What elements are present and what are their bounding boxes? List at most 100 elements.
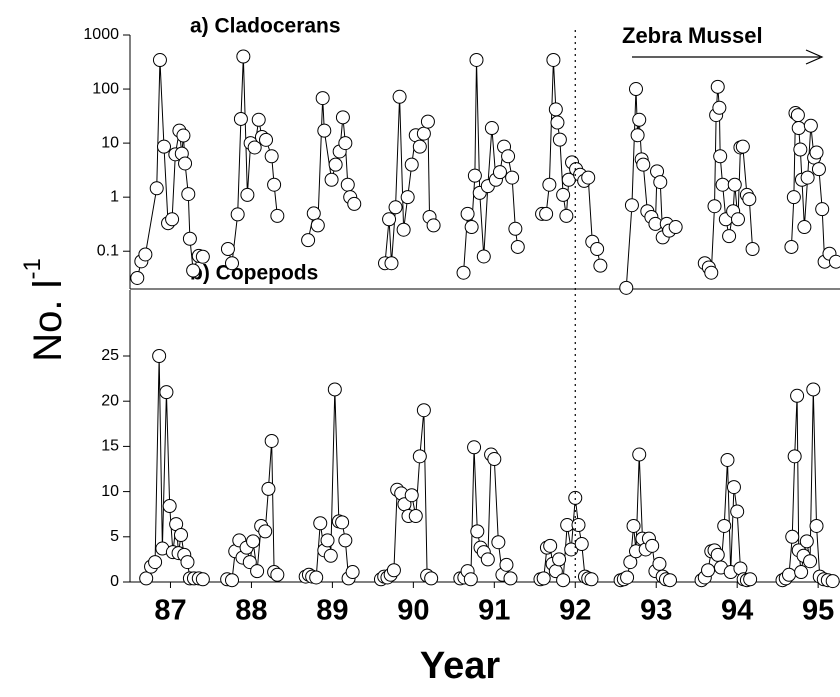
data-point: [484, 121, 499, 136]
data-point: [195, 572, 210, 587]
data-point: [408, 509, 423, 524]
data-point: [315, 91, 330, 106]
data-point: [309, 570, 324, 585]
y-tick-label: 100: [92, 80, 119, 97]
data-point: [715, 177, 730, 192]
series-line: [136, 60, 203, 279]
data-point: [539, 206, 554, 221]
data-point: [653, 175, 668, 190]
data-point: [225, 573, 240, 588]
y-tick-label: 25: [101, 347, 119, 364]
data-point: [785, 529, 800, 544]
data-point: [505, 170, 520, 185]
data-point: [182, 231, 197, 246]
data-point: [794, 565, 809, 580]
data-point: [162, 499, 177, 514]
data-point: [345, 565, 360, 580]
data-point: [626, 518, 641, 533]
data-point: [499, 557, 514, 572]
data-point: [556, 573, 571, 588]
data-point: [791, 121, 806, 136]
data-point: [815, 202, 830, 217]
data-point: [130, 270, 145, 285]
data-point: [487, 452, 502, 467]
data-point: [386, 563, 401, 578]
data-point: [335, 110, 350, 125]
data-point: [181, 187, 196, 202]
data-point: [416, 403, 431, 418]
panel-title: b) Copepods: [190, 262, 318, 285]
data-point: [306, 206, 321, 221]
data-point: [250, 564, 265, 579]
data-point: [335, 515, 350, 530]
data-point: [809, 145, 824, 160]
data-point: [593, 258, 608, 273]
data-point: [247, 140, 262, 155]
data-point: [148, 555, 163, 570]
y-tick-label: 1000: [83, 26, 119, 43]
data-point: [152, 53, 167, 68]
data-point: [412, 449, 427, 464]
data-point: [463, 572, 478, 587]
data-point: [400, 190, 415, 205]
data-point: [264, 149, 279, 164]
data-point: [460, 206, 475, 221]
data-point: [338, 136, 353, 151]
series-line: [463, 59, 519, 273]
data-point: [730, 504, 745, 519]
x-tick-label: 93: [640, 595, 672, 627]
data-point: [722, 229, 737, 244]
data-point: [480, 552, 495, 567]
data-point: [799, 534, 814, 549]
data-point: [347, 196, 362, 211]
data-point: [542, 177, 557, 192]
data-point: [501, 149, 516, 164]
x-axis-label: Year: [420, 645, 501, 687]
arrow: [632, 49, 824, 65]
data-point: [632, 447, 647, 462]
data-point: [712, 100, 727, 115]
y-tick-label: 1: [110, 188, 119, 205]
data-point: [467, 440, 482, 455]
data-point: [543, 538, 558, 553]
y-tick-label: 0: [110, 573, 119, 590]
data-point: [704, 265, 719, 280]
data-point: [467, 168, 482, 183]
annotation: Zebra Mussel: [622, 23, 763, 48]
data-point: [806, 382, 821, 397]
data-point: [536, 571, 551, 586]
y-tick-label: 0.1: [97, 242, 119, 259]
data-point: [301, 233, 316, 248]
data-point: [259, 132, 274, 147]
data-point: [781, 567, 796, 582]
data-point: [510, 239, 525, 254]
data-point: [180, 555, 195, 570]
data-point: [230, 207, 245, 222]
data-point: [710, 547, 725, 562]
data-point: [138, 247, 153, 262]
data-point: [412, 139, 427, 154]
data-point: [470, 524, 485, 539]
data-point: [240, 187, 255, 202]
data-point: [828, 254, 840, 269]
x-tick-label: 95: [802, 595, 834, 627]
data-point: [246, 534, 261, 549]
data-point: [338, 533, 353, 548]
y-tick-label: 20: [101, 392, 119, 409]
y-tick-label: 15: [101, 438, 119, 455]
x-tick-label: 94: [721, 595, 753, 627]
data-point: [790, 388, 805, 403]
data-point: [320, 533, 335, 548]
data-point: [662, 573, 677, 588]
data-point: [550, 115, 565, 130]
series-line: [790, 111, 837, 264]
data-point: [717, 518, 732, 533]
data-point: [743, 572, 758, 587]
data-point: [270, 208, 285, 223]
data-point: [195, 249, 210, 264]
data-point: [476, 249, 491, 264]
panel-title: a) Cladocerans: [190, 15, 341, 38]
data-point: [392, 89, 407, 104]
data-point: [624, 198, 639, 213]
